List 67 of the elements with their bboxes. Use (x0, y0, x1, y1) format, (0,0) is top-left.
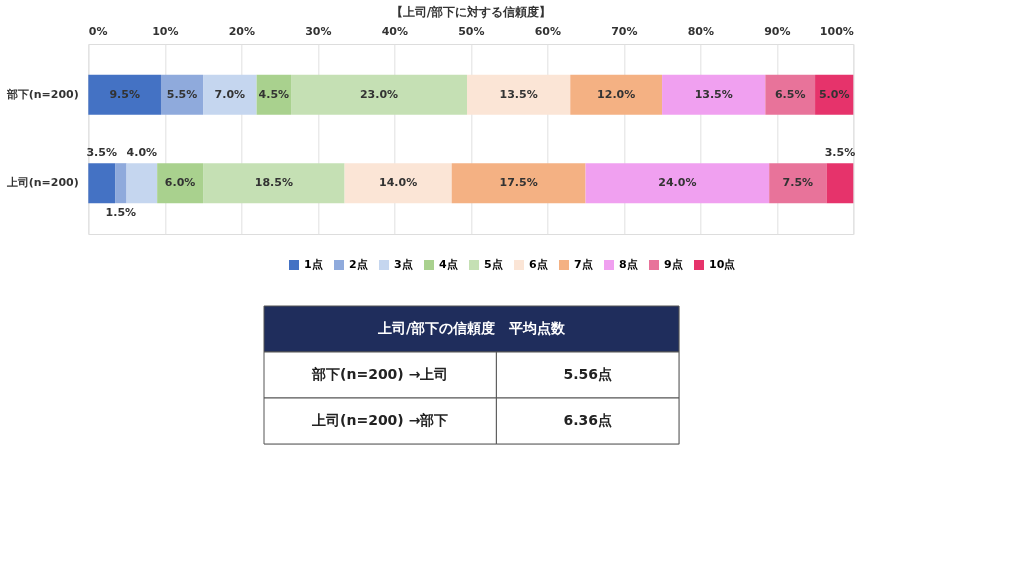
bar (88, 163, 116, 204)
text: 3.5% (824, 146, 856, 160)
text: 5.5% (166, 87, 198, 101)
text: 7.0% (214, 87, 246, 101)
text: 上司(n=200) →部下 (311, 412, 449, 428)
legend-label: 10点 (709, 258, 736, 271)
y-tick-label: 部下(n=200) (5, 87, 79, 101)
x-tick-label: 10% (152, 24, 179, 38)
legend-label: 5点 (484, 258, 503, 271)
text: 13.5% (694, 87, 733, 101)
text: 5.0% (818, 87, 850, 101)
legend-label: 1点 (304, 258, 323, 271)
bar (291, 74, 467, 115)
x-tick-label: 20% (228, 24, 255, 38)
bar (203, 74, 257, 115)
text: 24.0% (658, 176, 697, 190)
x-tick-label: 60% (534, 24, 561, 38)
bar (203, 163, 345, 204)
text: 23.0% (359, 87, 399, 101)
bar (88, 74, 161, 115)
legend-label: 7点 (574, 258, 593, 271)
text: 6.36点 (563, 412, 612, 428)
text: 13.5% (499, 87, 538, 101)
x-tick-label: 100% (819, 24, 854, 38)
text: 18.5% (254, 176, 293, 190)
text: 4.0% (126, 146, 158, 160)
x-tick-label: 90% (764, 24, 791, 38)
text: 6.0% (164, 176, 196, 190)
bar (115, 163, 127, 204)
legend-label: 2点 (349, 258, 368, 271)
text: 7.5% (782, 176, 814, 190)
text: 12.0% (597, 87, 636, 101)
legend-label: 8点 (619, 258, 638, 271)
text: 9.5% (109, 87, 140, 101)
bar (826, 163, 854, 204)
bar (570, 74, 663, 115)
y-tick-label: 上司(n=200) (5, 176, 79, 190)
x-tick-label: 80% (687, 24, 714, 38)
x-tick-label: 30% (305, 24, 332, 38)
text: 5.56点 (563, 366, 612, 382)
bar (769, 163, 827, 204)
bar (451, 163, 586, 204)
x-tick-label: 0% (88, 24, 108, 38)
bar (585, 163, 770, 204)
bar (662, 74, 766, 115)
legend-label: 4点 (439, 258, 458, 271)
text: 17.5% (499, 176, 538, 190)
bar (126, 163, 158, 204)
text: 上司/部下の信頼度 平均点数 (376, 320, 567, 336)
text: 4.5% (258, 87, 290, 101)
x-tick-label: 70% (611, 24, 638, 38)
legend-label: 9点 (664, 258, 683, 271)
bar (157, 163, 204, 204)
x-tick-label: 40% (381, 24, 408, 38)
chart-title: 【上司/部下に対する信頼度】 (390, 5, 552, 19)
bar (466, 74, 571, 115)
text: 14.0% (379, 176, 418, 190)
text: 1.5% (105, 206, 137, 220)
legend-label: 6点 (529, 258, 548, 271)
text: 3.5% (86, 146, 117, 160)
legend-label: 3点 (394, 258, 413, 271)
text: 6.5% (774, 87, 806, 101)
bar (160, 74, 204, 115)
bar (344, 163, 452, 204)
bar (765, 74, 816, 115)
text: 部下(n=200) →上司 (311, 366, 449, 382)
x-tick-label: 50% (458, 24, 485, 38)
